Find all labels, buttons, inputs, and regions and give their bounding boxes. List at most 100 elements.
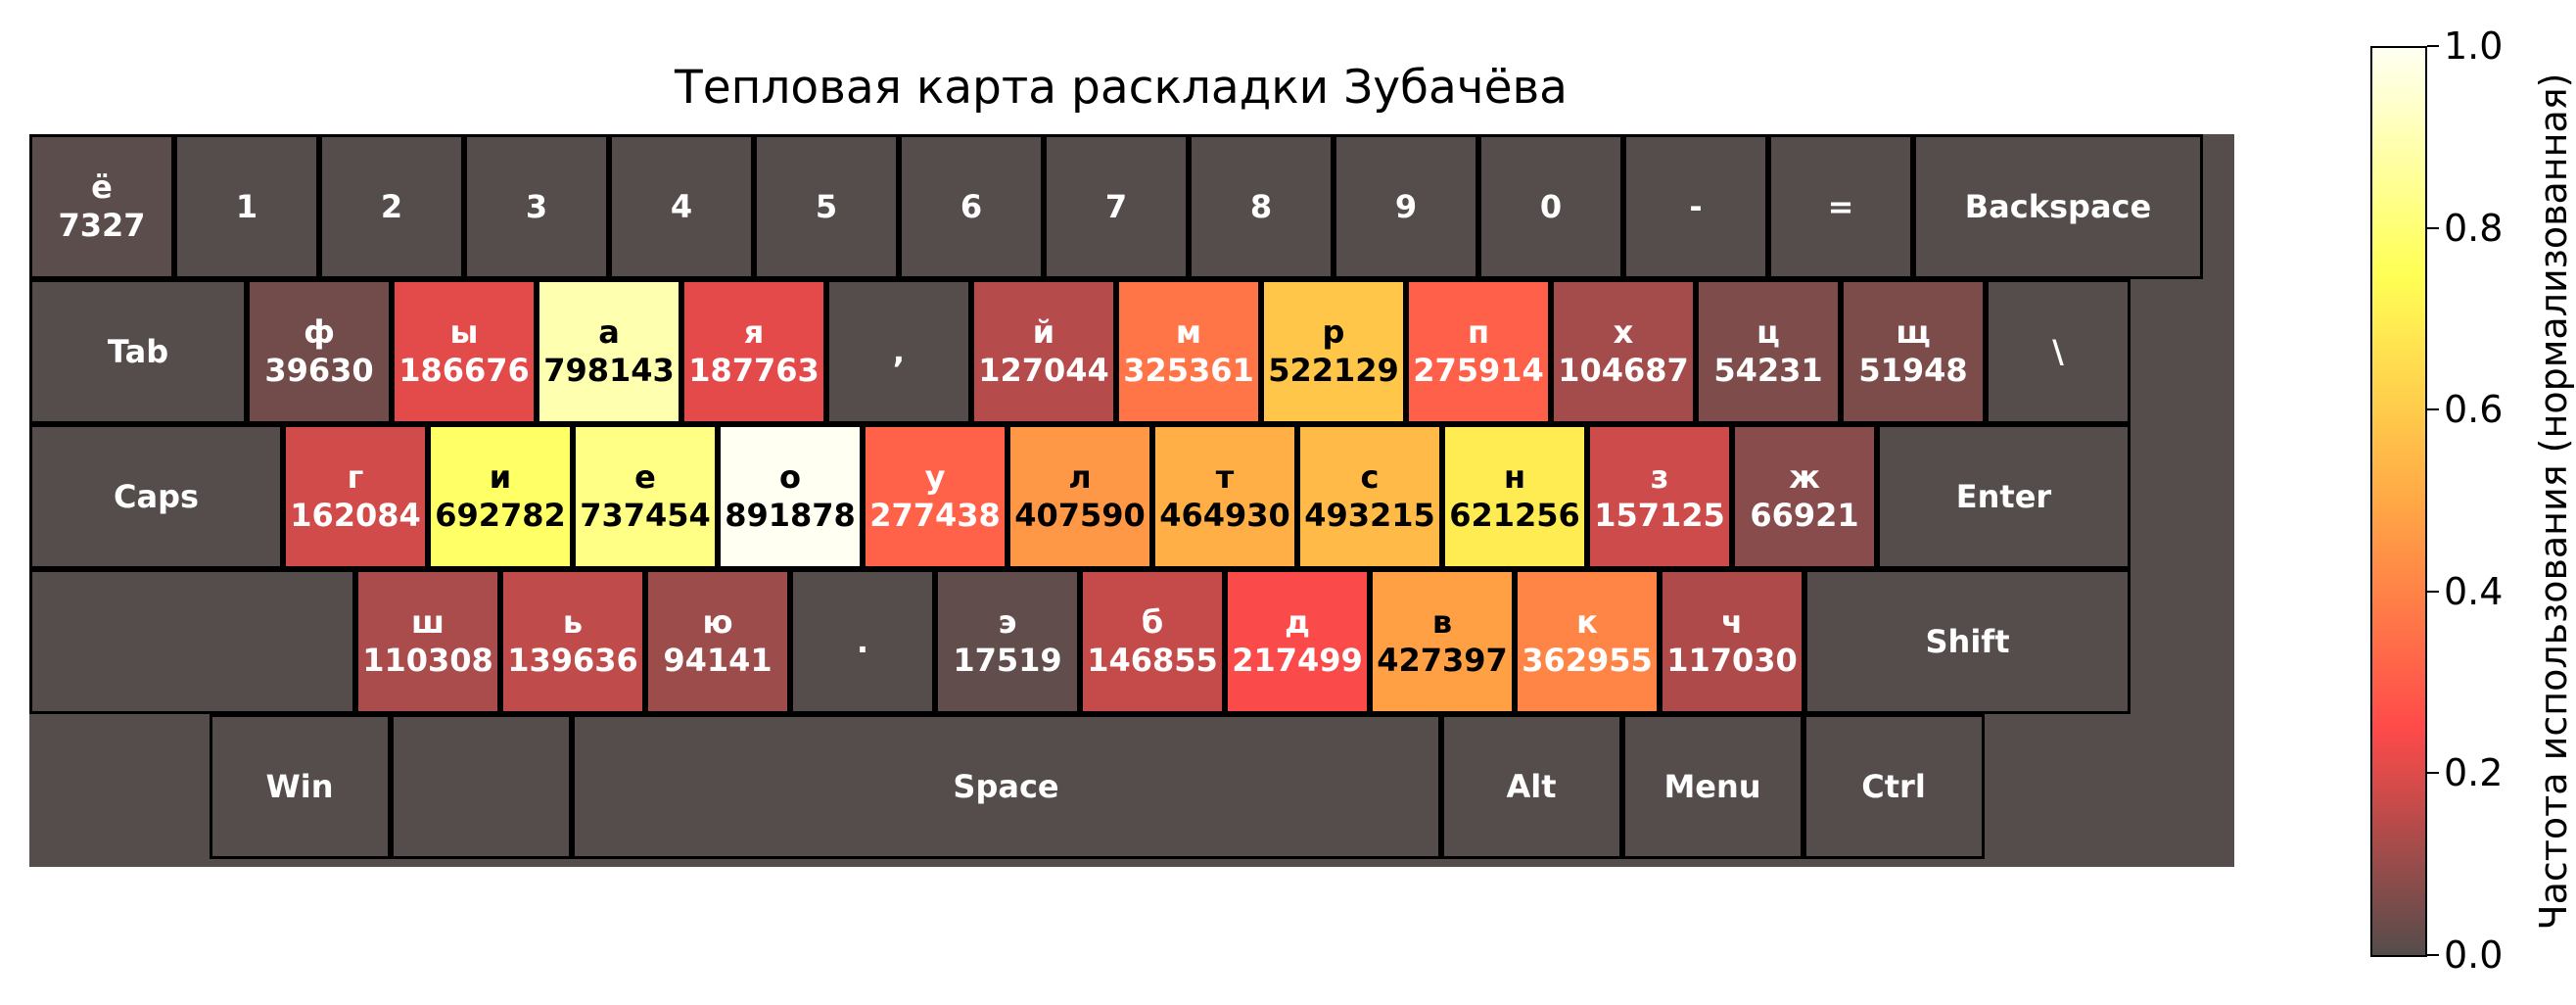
- key-label: х: [1613, 313, 1634, 351]
- key-ж: ж 66921: [1732, 424, 1877, 569]
- key-count: 94141: [663, 642, 773, 679]
- key-label: Menu: [1663, 767, 1761, 805]
- key-1: 1: [174, 134, 319, 279]
- key-label: ш: [411, 603, 445, 641]
- key-count: 692782: [435, 497, 566, 534]
- key-label: ё: [91, 168, 113, 206]
- key-т: т 464930: [1152, 424, 1297, 569]
- key-к: к 362955: [1515, 569, 1660, 714]
- key-label: я: [743, 313, 765, 351]
- key-Ctrl: Ctrl: [1803, 714, 1985, 859]
- key-label: Tab: [107, 332, 169, 370]
- key-label: и: [489, 458, 512, 496]
- key-label: ы: [449, 313, 479, 351]
- key-label: 3: [525, 187, 548, 225]
- colorbar-tick-label: 0.2: [2444, 751, 2504, 795]
- key-count: 464930: [1159, 497, 1290, 534]
- key-я: я 187763: [681, 279, 826, 424]
- key-label: л: [1068, 458, 1092, 496]
- key-count: 427397: [1377, 642, 1508, 679]
- key-label: м: [1175, 313, 1202, 351]
- key-label: 2: [380, 187, 403, 225]
- key-8: 8: [1189, 134, 1334, 279]
- key-ф: ф 39630: [247, 279, 392, 424]
- key-blank-4-1: [390, 714, 572, 859]
- key-label: 8: [1249, 187, 1273, 225]
- key-label: й: [1032, 313, 1055, 351]
- key-count: 275914: [1413, 352, 1544, 389]
- colorbar-label: Частота использования (нормализованная): [2532, 72, 2575, 931]
- key-о: о 891878: [718, 424, 863, 569]
- key-\: \: [1986, 279, 2131, 424]
- key-ы: ы 186676: [392, 279, 537, 424]
- colorbar-tick-label: 0.4: [2444, 569, 2504, 613]
- key-count: 522129: [1268, 352, 1399, 389]
- key-Win: Win: [209, 714, 391, 859]
- key-label: ч: [1721, 603, 1743, 641]
- key-count: 110308: [362, 642, 493, 679]
- key-Tab: Tab: [29, 279, 247, 424]
- key-4: 4: [609, 134, 754, 279]
- key-,: ,: [826, 279, 971, 424]
- key-label: ,: [892, 332, 906, 370]
- key-label: у: [924, 458, 946, 496]
- colorbar-tick-label: 1.0: [2444, 24, 2504, 68]
- key-count: 39630: [264, 352, 374, 389]
- key-ю: ю 94141: [645, 569, 790, 714]
- keyboard-heatmap: ё 7327 1 2 3 4 5 6 7 8 9 0- = Backspace Tab ф 39630 ы 1866…: [29, 134, 2234, 867]
- colorbar-tick-mark: [2427, 408, 2439, 411]
- key-м: м 325361: [1116, 279, 1261, 424]
- key-щ: щ 51948: [1841, 279, 1986, 424]
- key-л: л 407590: [1007, 424, 1152, 569]
- key-5: 5: [754, 134, 899, 279]
- key-count: 7327: [58, 207, 146, 244]
- colorbar-tick-mark: [2427, 226, 2439, 229]
- key-ц: ц 54231: [1696, 279, 1841, 424]
- key-label: Win: [265, 767, 334, 805]
- colorbar-tick-mark: [2427, 590, 2439, 593]
- key-label: Enter: [1955, 477, 2052, 515]
- key-label: 4: [670, 187, 693, 225]
- key-label: т: [1215, 458, 1235, 496]
- key-label: э: [998, 603, 1017, 641]
- colorbar: [2370, 46, 2427, 957]
- key-count: 277438: [869, 497, 1001, 534]
- key-н: н 621256: [1442, 424, 1587, 569]
- key-label: .: [856, 622, 869, 660]
- key-label: к: [1576, 603, 1598, 641]
- key-label: з: [1650, 458, 1669, 496]
- key-count: 217499: [1232, 642, 1363, 679]
- key-а: а 798143: [537, 279, 681, 424]
- key-Alt: Alt: [1440, 714, 1622, 859]
- key-label: 6: [960, 187, 983, 225]
- key-label: п: [1467, 313, 1490, 351]
- key-3: 3: [464, 134, 609, 279]
- key-Enter: Enter: [1877, 424, 2131, 569]
- key-label: б: [1141, 603, 1164, 641]
- key-г: г 162084: [283, 424, 428, 569]
- key-в: в 427397: [1370, 569, 1515, 714]
- key-label: ю: [702, 603, 733, 641]
- key-ш: ш 110308: [355, 569, 500, 714]
- key-count: 54231: [1713, 352, 1823, 389]
- key-0: 0: [1478, 134, 1623, 279]
- key-label: 5: [815, 187, 838, 225]
- colorbar-tick-label: 0.0: [2444, 933, 2504, 977]
- key-label: н: [1503, 458, 1526, 496]
- key-Shift: Shift: [1804, 569, 2131, 714]
- key-ч: ч 117030: [1660, 569, 1804, 714]
- key-б: б 146855: [1080, 569, 1225, 714]
- key-label: д: [1285, 603, 1310, 641]
- key-label: =: [1827, 187, 1854, 225]
- key-label: е: [634, 458, 656, 496]
- key-label: ф: [304, 313, 335, 351]
- key-label: ь: [562, 603, 584, 641]
- key-label: 0: [1539, 187, 1563, 225]
- key-з: з 157125: [1587, 424, 1732, 569]
- key-count: 187763: [688, 352, 820, 389]
- key-ё: ё 7327: [29, 134, 174, 279]
- key-label: г: [347, 458, 364, 496]
- key-label: Caps: [113, 477, 200, 515]
- key-Space: Space: [571, 714, 1441, 859]
- key-label: а: [598, 313, 620, 351]
